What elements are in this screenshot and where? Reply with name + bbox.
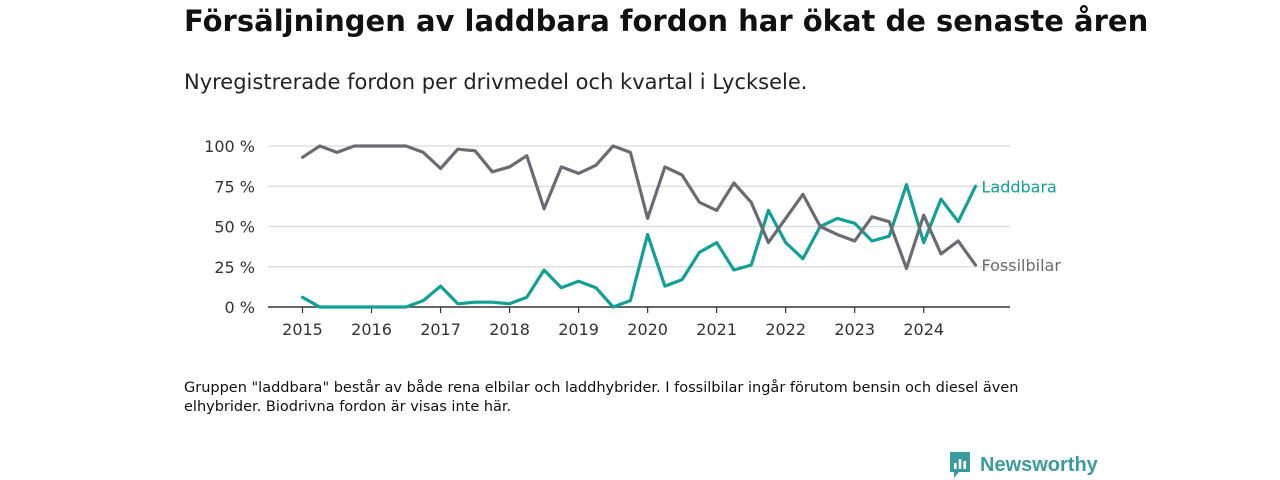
x-tick-label: 2022 xyxy=(765,320,806,339)
series-line-fossilbilar xyxy=(300,144,978,270)
series-labels: Laddbara Fossilbilar xyxy=(981,177,1061,275)
series-label: Fossilbilar xyxy=(981,256,1061,275)
x-tick-label: 2017 xyxy=(420,320,461,339)
brand-name: Newsworthy xyxy=(980,453,1098,476)
series-line-laddbara xyxy=(300,183,978,309)
x-tick-label: 2015 xyxy=(282,320,323,339)
footnote: Gruppen "laddbara" består av både rena e… xyxy=(184,380,1019,415)
brand-logo: Newsworthy xyxy=(948,451,1098,479)
chart-subtitle: Nyregistrerade fordon per drivmedel och … xyxy=(184,70,808,94)
y-tick-label: 25 % xyxy=(214,258,255,277)
x-tick-label: 2016 xyxy=(351,320,392,339)
newsworthy-logo-icon xyxy=(950,452,970,478)
chart-title: Försäljningen av laddbara fordon har öka… xyxy=(184,4,1149,38)
x-tick-label: 2019 xyxy=(558,320,599,339)
series-lines xyxy=(300,144,978,309)
series-label: Laddbara xyxy=(981,177,1056,196)
y-tick-label: 75 % xyxy=(214,177,255,196)
y-tick-label: 100 % xyxy=(204,137,255,156)
y-tick-label: 0 % xyxy=(225,298,255,317)
y-tick-label: 50 % xyxy=(214,218,255,237)
x-tick-label: 2021 xyxy=(696,320,737,339)
x-tick-label: 2024 xyxy=(903,320,944,339)
x-tick-label: 2023 xyxy=(834,320,875,339)
x-tick-label: 2020 xyxy=(627,320,668,339)
axes: 0 % 25 % 50 % 75 % 100 % 2015 2016 2017 2018 2019… xyxy=(204,137,1010,339)
x-tick-label: 2018 xyxy=(489,320,530,339)
